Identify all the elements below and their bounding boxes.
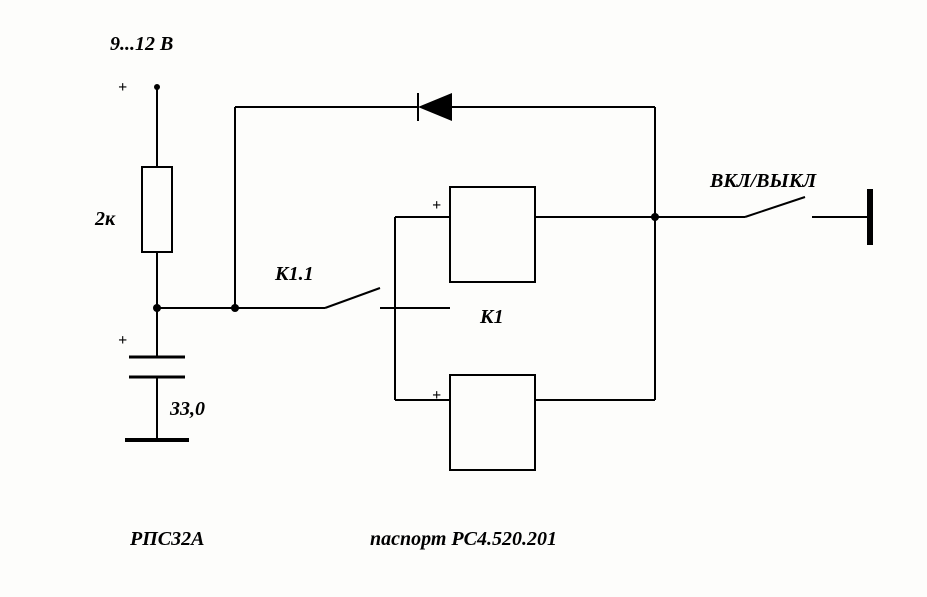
label-relay-type: РПС32А — [129, 528, 204, 550]
wire — [325, 288, 380, 308]
resistor-body — [142, 167, 172, 252]
label-contact-k11: К1.1 — [274, 263, 314, 285]
diode-symbol — [418, 93, 452, 121]
label-passport: паспорт РС4.520.201 — [370, 528, 557, 550]
label-resistor-value: 2к — [94, 208, 116, 230]
relay-coil-1 — [450, 187, 535, 282]
label-coil2-plus: + — [432, 387, 441, 404]
label-capacitor-value: 33,0 — [169, 398, 205, 420]
wire — [745, 197, 805, 217]
label-coil1-plus: + — [432, 197, 441, 214]
label-supply-voltage: 9...12 В — [110, 33, 173, 55]
label-relay-k1: К1 — [479, 306, 504, 328]
label-supply-plus: + — [118, 79, 127, 96]
label-capacitor-plus: + — [118, 332, 127, 349]
label-switch-onoff: ВКЛ/ВЫКЛ — [709, 170, 817, 192]
relay-coil-2 — [450, 375, 535, 470]
